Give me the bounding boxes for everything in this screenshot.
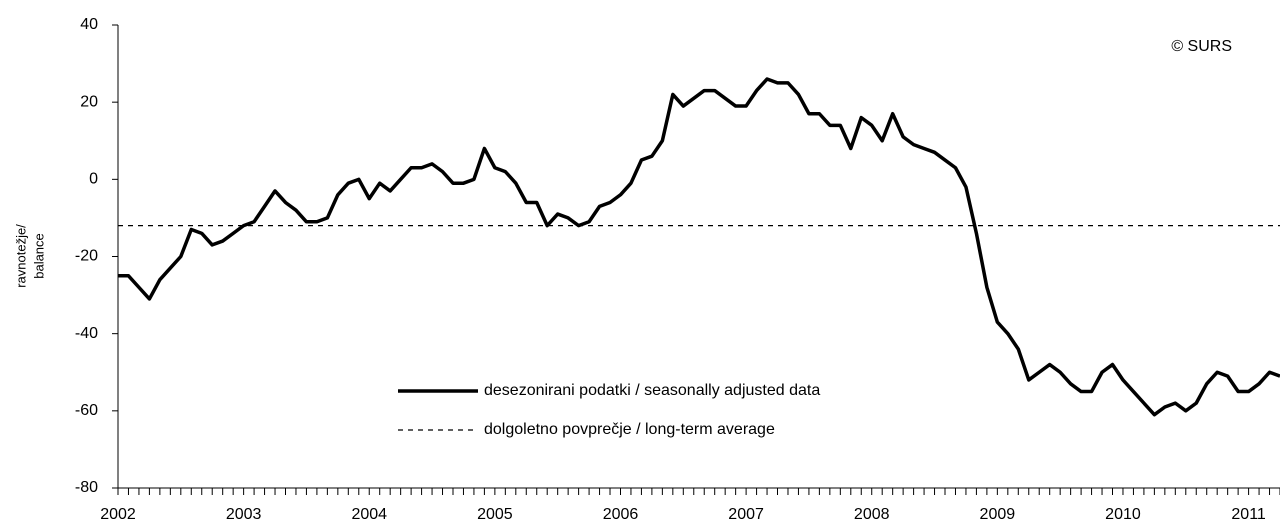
x-tick-label: 2010 — [1105, 506, 1141, 523]
x-tick-label: 2002 — [100, 506, 136, 523]
x-tick-label: 2004 — [351, 506, 387, 523]
y-tick-label: -80 — [75, 479, 98, 496]
y-tick-label: -40 — [75, 325, 98, 342]
y-tick-label: 20 — [80, 93, 98, 110]
x-tick-label: 2005 — [477, 506, 513, 523]
y-tick-label: -20 — [75, 248, 98, 265]
legend-label: desezonirani podatki / seasonally adjust… — [484, 382, 820, 399]
y-tick-label: 0 — [89, 171, 98, 188]
x-tick-label: 2009 — [980, 506, 1016, 523]
y-tick-label: -60 — [75, 402, 98, 419]
x-tick-label: 2006 — [603, 506, 639, 523]
y-axis-title: balance — [31, 233, 46, 279]
x-tick-label: 2011 — [1231, 506, 1266, 523]
y-tick-label: 40 — [80, 16, 98, 33]
x-tick-label: 2003 — [226, 506, 262, 523]
data-line — [118, 77, 1280, 417]
legend-label: dolgoletno povprečje / long-term average — [484, 421, 775, 438]
x-tick-label: 2007 — [728, 506, 764, 523]
x-tick-label: 2008 — [854, 506, 890, 523]
annotation: © SURS — [1171, 38, 1232, 55]
y-axis-title: ravnotežje/ — [13, 224, 28, 288]
